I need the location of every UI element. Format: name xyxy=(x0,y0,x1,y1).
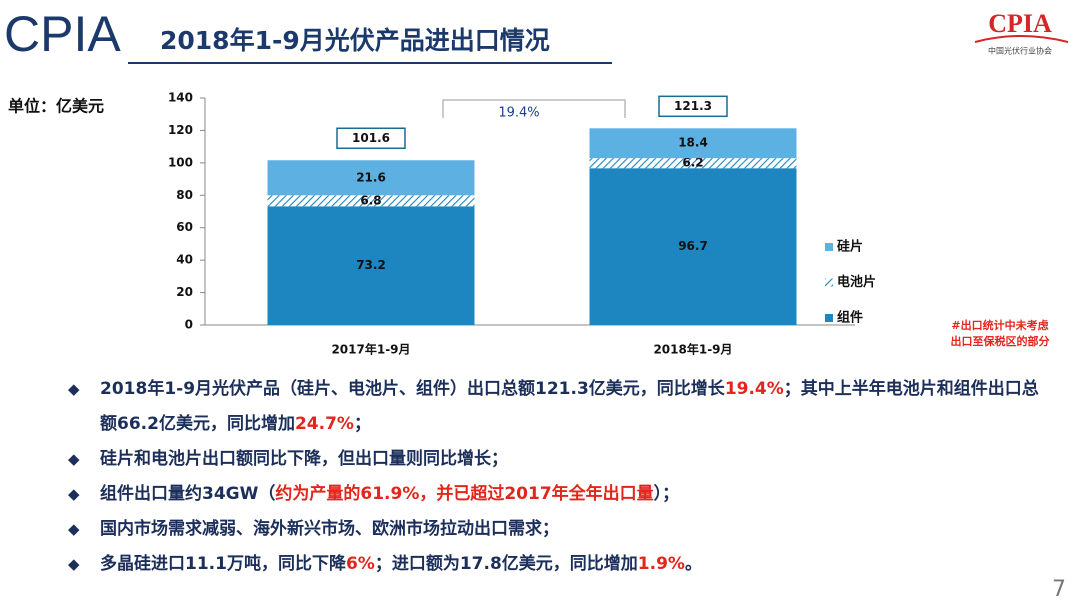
value-label: 6.2 xyxy=(682,156,703,170)
value-label: 21.6 xyxy=(356,170,386,184)
y-tick-label: 40 xyxy=(176,253,193,267)
bullet-text: 国内市场需求减弱、海外新兴市场、欧洲市场拉动出口需求； xyxy=(100,519,559,539)
footnote: 出口至保税区的部分 xyxy=(951,334,1050,348)
bullet-text: ；进口额为17.8亿美元，同比增加 xyxy=(374,554,638,574)
y-tick-label: 0 xyxy=(185,318,193,332)
logo-swoosh xyxy=(974,35,1069,43)
value-label: 6.8 xyxy=(360,193,381,207)
value-label: 96.7 xyxy=(678,239,708,253)
logo-text: CPIA xyxy=(4,6,121,62)
bar-segment xyxy=(589,128,797,159)
org-logo: CPIA xyxy=(988,9,1052,38)
legend-label: 组件 xyxy=(837,310,863,326)
bullet-text: ；其中上半年电池片和组件出口总额66.2亿美元，同比增加 xyxy=(100,379,1039,434)
bullet-text: 组件出口量约34GW（ xyxy=(100,484,276,504)
legend-label: 电池片 xyxy=(837,274,876,290)
value-label: 73.2 xyxy=(356,258,386,272)
y-tick-label: 100 xyxy=(168,155,193,169)
bar-segment xyxy=(267,206,475,325)
growth-bracket xyxy=(442,99,626,118)
bullet: 2018年1-9月光伏产品（硅片、电池片、组件）出口总额121.3亿美元，同比增… xyxy=(68,372,1043,442)
bullet-text: 约为产量的61.9%，并已超过2017年全年出口量 xyxy=(275,484,654,504)
bar-segment xyxy=(589,158,797,169)
bullet-text: 硅片和电池片出口额同比下降，但出口量则同比增长； xyxy=(100,449,508,469)
bullet: 组件出口量约34GW（约为产量的61.9%，并已超过2017年全年出口量）； xyxy=(68,477,1043,512)
total-box xyxy=(658,95,728,118)
y-tick-label: 60 xyxy=(176,220,193,234)
y-tick-label: 20 xyxy=(176,285,193,299)
bar-segment xyxy=(589,168,797,325)
bullet-text: 。 xyxy=(684,554,702,574)
bullet-text: ）； xyxy=(653,484,680,504)
bullet-text: 6% xyxy=(345,554,375,574)
bullet-text: 1.9% xyxy=(637,554,685,574)
growth-label: 19.4% xyxy=(498,106,539,121)
legend-swatch xyxy=(825,243,833,251)
bullet-text: 多晶硅进口11.1万吨，同比下降 xyxy=(100,554,346,574)
y-tick-label: 80 xyxy=(176,188,193,202)
x-tick-label: 2018年1-9月 xyxy=(653,342,732,357)
bullet-text: 24.7% xyxy=(294,414,354,434)
y-tick-label: 140 xyxy=(168,91,193,105)
bullet-text: ； xyxy=(353,414,371,434)
bar-segment xyxy=(267,160,475,196)
unit-label: 单位：亿美元 xyxy=(8,97,104,116)
slide-title: 2018年1-9月光伏产品进出口情况 xyxy=(160,26,550,55)
bullet-list: 2018年1-9月光伏产品（硅片、电池片、组件）出口总额121.3亿美元，同比增… xyxy=(68,372,1043,582)
bullet-text: 2018年1-9月光伏产品（硅片、电池片、组件）出口总额121.3亿美元，同比增… xyxy=(100,379,725,399)
value-label: 18.4 xyxy=(678,136,708,150)
bullet-text: 19.4% xyxy=(724,379,784,399)
total-label: 121.3 xyxy=(674,99,712,113)
bullet: 国内市场需求减弱、海外新兴市场、欧洲市场拉动出口需求； xyxy=(68,512,1043,547)
x-tick-label: 2017年1-9月 xyxy=(331,342,410,357)
total-label: 101.6 xyxy=(352,131,390,145)
legend-swatch xyxy=(825,314,833,322)
bullet: 多晶硅进口11.1万吨，同比下降6%；进口额为17.8亿美元，同比增加1.9%。 xyxy=(68,547,1043,582)
y-tick-label: 120 xyxy=(168,123,193,137)
bar-segment xyxy=(267,195,475,207)
page-number: 7 xyxy=(1052,577,1066,602)
org-name: 中国光伏行业协会 xyxy=(988,46,1052,56)
footnote: #出口统计中未考虑 xyxy=(951,318,1048,332)
legend-label: 硅片 xyxy=(837,239,863,255)
bullet: 硅片和电池片出口额同比下降，但出口量则同比增长； xyxy=(68,442,1043,477)
total-box xyxy=(336,127,406,150)
legend-swatch xyxy=(825,278,833,287)
